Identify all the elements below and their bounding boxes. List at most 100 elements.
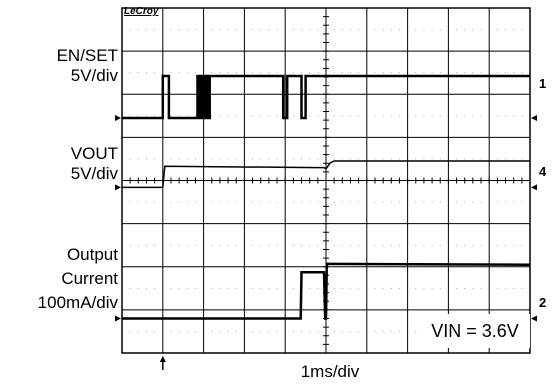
grid-dot (219, 330, 221, 332)
grid-dot (464, 29, 466, 31)
grid-dot (186, 330, 188, 332)
grid-dot (260, 244, 262, 246)
grid-dot (317, 29, 319, 31)
trace-output-current (122, 262, 531, 320)
grid-dot (227, 201, 229, 203)
grid-dot (227, 244, 229, 246)
grid-dot (170, 287, 172, 289)
grid-dot (423, 244, 425, 246)
grid-dot (390, 287, 392, 289)
grid-dot (252, 29, 254, 31)
grid-dot (211, 244, 213, 246)
grid-dot (513, 72, 515, 74)
grid-dot (390, 330, 392, 332)
grid-dot (423, 29, 425, 31)
grid-dot (415, 287, 417, 289)
grid-dot (374, 330, 376, 332)
grid-dot (252, 287, 254, 289)
series-label-en-set: EN/SET 5V/div (0, 46, 118, 86)
grid-dot (341, 244, 343, 246)
grid-dot (186, 72, 188, 74)
grid-dot (137, 287, 139, 289)
grid-dot (333, 330, 335, 332)
grid-dot (472, 287, 474, 289)
grid-dot (349, 287, 351, 289)
grid-dot (513, 115, 515, 117)
ground-marker-right (531, 315, 537, 322)
grid-dot (194, 287, 196, 289)
grid-dot (260, 29, 262, 31)
grid-dot (333, 29, 335, 31)
grid-dot (415, 29, 417, 31)
grid-dot (260, 115, 262, 117)
grid-dot (252, 115, 254, 117)
grid-dot (496, 115, 498, 117)
grid-dot (415, 244, 417, 246)
grid-dot (390, 29, 392, 31)
grid-dot (137, 158, 139, 160)
channel-marker-4: 4 (539, 164, 547, 179)
ground-markers (115, 114, 537, 370)
grid-dot (301, 72, 303, 74)
grid-dot (374, 29, 376, 31)
trace-vout (122, 160, 530, 189)
grid-dot (235, 244, 237, 246)
grid-dot (374, 201, 376, 203)
grid-dot (456, 29, 458, 31)
grid-dot (260, 287, 262, 289)
grid-dot (472, 72, 474, 74)
grid-dot (464, 244, 466, 246)
grid-dot (154, 72, 156, 74)
grid-dot (268, 29, 270, 31)
grid-dot (186, 244, 188, 246)
grid-dot (431, 244, 433, 246)
grid-dot (129, 72, 131, 74)
grid-dot (145, 201, 147, 203)
grid-dot (480, 158, 482, 160)
grid-dot (398, 244, 400, 246)
grid-dot (480, 244, 482, 246)
grid-dot (178, 115, 180, 117)
grid-dot (398, 29, 400, 31)
series-label-vout: VOUT 5V/div (0, 144, 118, 184)
grid-dot (431, 72, 433, 74)
channel-marker-2: 2 (539, 295, 547, 310)
grid-dot (521, 201, 523, 203)
grid-dot (252, 158, 254, 160)
grid-dot (349, 115, 351, 117)
grid-dot (301, 330, 303, 332)
grid-dot (145, 287, 147, 289)
grid-dot (145, 244, 147, 246)
grid-dot (129, 287, 131, 289)
waveform-traces (122, 74, 531, 320)
grid-dot (260, 330, 262, 332)
grid-dot (382, 330, 384, 332)
grid-dot (513, 158, 515, 160)
grid-dot (333, 244, 335, 246)
grid-dot (333, 287, 335, 289)
grid-dot (292, 115, 294, 117)
grid-dot (439, 201, 441, 203)
grid-dot (194, 72, 196, 74)
grid-dot (439, 244, 441, 246)
grid-dot (358, 330, 360, 332)
grid-dot (194, 115, 196, 117)
grid-dot (521, 29, 523, 31)
ground-marker-left (115, 184, 121, 191)
grid-dot (382, 201, 384, 203)
grid-dot (194, 201, 196, 203)
grid-dot (178, 244, 180, 246)
grid-dot (423, 158, 425, 160)
grid-dot (186, 158, 188, 160)
grid-dot (496, 201, 498, 203)
grid-dot (292, 244, 294, 246)
grid-dot (301, 158, 303, 160)
series-label-line: VOUT (70, 144, 118, 163)
grid-dot (317, 201, 319, 203)
grid-dot (129, 330, 131, 332)
grid-dot (292, 287, 294, 289)
grid-dot (480, 115, 482, 117)
grid-dot (464, 287, 466, 289)
grid-dot (415, 201, 417, 203)
grid-dot (431, 115, 433, 117)
